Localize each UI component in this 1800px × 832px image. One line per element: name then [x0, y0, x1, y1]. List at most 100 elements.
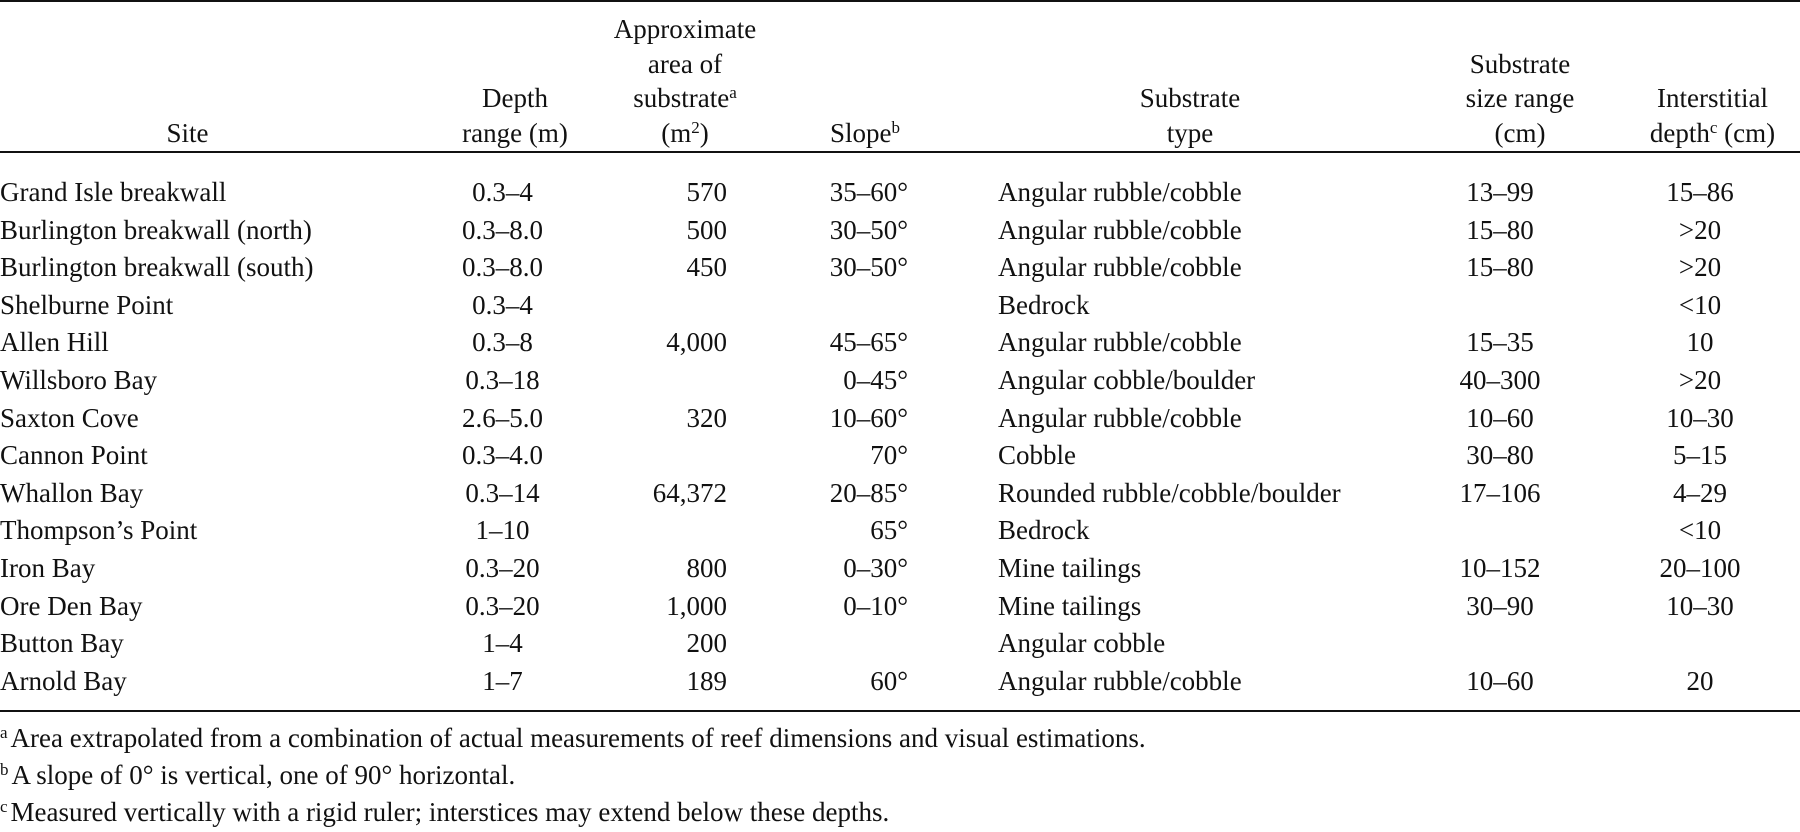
cell-size: [1400, 287, 1600, 325]
cell-site: Willsboro Bay: [0, 362, 420, 400]
cell-area: [585, 287, 730, 325]
cell-spacer: [910, 249, 998, 287]
cell-depth: 1–7: [420, 663, 585, 701]
table-row: Willsboro Bay 0.3–18 0–45° Angular cobble/b…: [0, 362, 1800, 400]
cell-area: [585, 362, 730, 400]
cell-size: 10–60: [1400, 400, 1600, 438]
cell-site: Shelburne Point: [0, 287, 420, 325]
cell-size: 17–106: [1400, 475, 1600, 513]
cell-type: Angular cobble: [998, 625, 1400, 663]
cell-depth: 1–10: [420, 512, 585, 550]
cell-slope: 20–85°: [730, 475, 910, 513]
cell-spacer: [910, 475, 998, 513]
cell-inter: 20–100: [1600, 550, 1800, 588]
cell-area: 450: [585, 249, 730, 287]
cell-area: 4,000: [585, 324, 730, 362]
cell-size: 40–300: [1400, 362, 1600, 400]
cell-area: 800: [585, 550, 730, 588]
cell-spacer: [910, 174, 998, 212]
table-body: Grand Isle breakwall 0.3–4 570 35–60° Angula…: [0, 174, 1800, 700]
cell-type: Angular rubble/cobble: [998, 324, 1400, 362]
cell-inter: <10: [1600, 512, 1800, 550]
header-interstitial: Interstitial depthc (cm): [1630, 81, 1795, 150]
cell-slope: 0–45°: [730, 362, 910, 400]
header-slope: Slopeb: [800, 116, 930, 151]
table-row: Iron Bay 0.3–20 800 0–30° Mine tailings 10–15…: [0, 550, 1800, 588]
cell-type: Angular rubble/cobble: [998, 663, 1400, 701]
cell-site: Iron Bay: [0, 550, 420, 588]
table-row: Allen Hill 0.3–8 4,000 45–65° Angular rubble…: [0, 324, 1800, 362]
cell-size: 13–99: [1400, 174, 1600, 212]
cell-area: 64,372: [585, 475, 730, 513]
cell-inter: 10: [1600, 324, 1800, 362]
cell-slope: 10–60°: [730, 400, 910, 438]
cell-type: Mine tailings: [998, 550, 1400, 588]
cell-slope: 45–65°: [730, 324, 910, 362]
cell-size: 15–80: [1400, 249, 1600, 287]
cell-size: 30–80: [1400, 437, 1600, 475]
cell-inter: 10–30: [1600, 588, 1800, 626]
footnotes: a Area extrapolated from a combination of…: [0, 720, 1146, 831]
cell-type: Angular cobble/boulder: [998, 362, 1400, 400]
cell-inter: <10: [1600, 287, 1800, 325]
cell-spacer: [910, 437, 998, 475]
cell-slope: [730, 287, 910, 325]
table-row: Grand Isle breakwall 0.3–4 570 35–60° Angula…: [0, 174, 1800, 212]
data-table: Grand Isle breakwall 0.3–4 570 35–60° Angula…: [0, 174, 1800, 700]
cell-depth: 0.3–8: [420, 324, 585, 362]
top-rule: [0, 0, 1800, 2]
cell-inter: >20: [1600, 362, 1800, 400]
table-row: Shelburne Point 0.3–4 Bedrock <10: [0, 287, 1800, 325]
cell-depth: 0.3–14: [420, 475, 585, 513]
table-row: Saxton Cove 2.6–5.0 320 10–60° Angular rubbl…: [0, 400, 1800, 438]
cell-depth: 0.3–4.0: [420, 437, 585, 475]
cell-site: Ore Den Bay: [0, 588, 420, 626]
cell-spacer: [910, 663, 998, 701]
cell-size: 10–60: [1400, 663, 1600, 701]
cell-depth: 1–4: [420, 625, 585, 663]
cell-site: Saxton Cove: [0, 400, 420, 438]
cell-area: [585, 437, 730, 475]
cell-type: Angular rubble/cobble: [998, 400, 1400, 438]
cell-type: Mine tailings: [998, 588, 1400, 626]
table-page: Site Depth range (m) Approximate area of…: [0, 0, 1800, 832]
footnote-c: c Measured vertically with a rigid ruler;…: [0, 794, 1146, 831]
cell-site: Thompson’s Point: [0, 512, 420, 550]
cell-slope: 30–50°: [730, 249, 910, 287]
cell-size: 30–90: [1400, 588, 1600, 626]
cell-slope: [730, 625, 910, 663]
cell-depth: 0.3–4: [420, 287, 585, 325]
cell-slope: 0–10°: [730, 588, 910, 626]
cell-slope: 70°: [730, 437, 910, 475]
cell-area: 1,000: [585, 588, 730, 626]
table-row: Burlington breakwall (north) 0.3–8.0 500 30…: [0, 212, 1800, 250]
table-row: Ore Den Bay 0.3–20 1,000 0–10° Mine tailings…: [0, 588, 1800, 626]
footnote-a: a Area extrapolated from a combination of…: [0, 720, 1146, 757]
cell-area: 189: [585, 663, 730, 701]
cell-spacer: [910, 550, 998, 588]
cell-site: Whallon Bay: [0, 475, 420, 513]
cell-spacer: [910, 324, 998, 362]
cell-size: 10–152: [1400, 550, 1600, 588]
cell-spacer: [910, 287, 998, 325]
cell-inter: >20: [1600, 249, 1800, 287]
cell-slope: 35–60°: [730, 174, 910, 212]
cell-site: Button Bay: [0, 625, 420, 663]
cell-area: 500: [585, 212, 730, 250]
table-row: Whallon Bay 0.3–14 64,372 20–85° Rounded rub…: [0, 475, 1800, 513]
cell-inter: 4–29: [1600, 475, 1800, 513]
cell-inter: 10–30: [1600, 400, 1800, 438]
cell-depth: 0.3–4: [420, 174, 585, 212]
bottom-rule: [0, 710, 1800, 712]
cell-site: Grand Isle breakwall: [0, 174, 420, 212]
cell-size: 15–35: [1400, 324, 1600, 362]
cell-type: Angular rubble/cobble: [998, 174, 1400, 212]
cell-spacer: [910, 512, 998, 550]
cell-inter: 20: [1600, 663, 1800, 701]
cell-slope: 60°: [730, 663, 910, 701]
cell-slope: 30–50°: [730, 212, 910, 250]
header-site: Site: [135, 116, 240, 151]
cell-spacer: [910, 212, 998, 250]
cell-type: Angular rubble/cobble: [998, 212, 1400, 250]
